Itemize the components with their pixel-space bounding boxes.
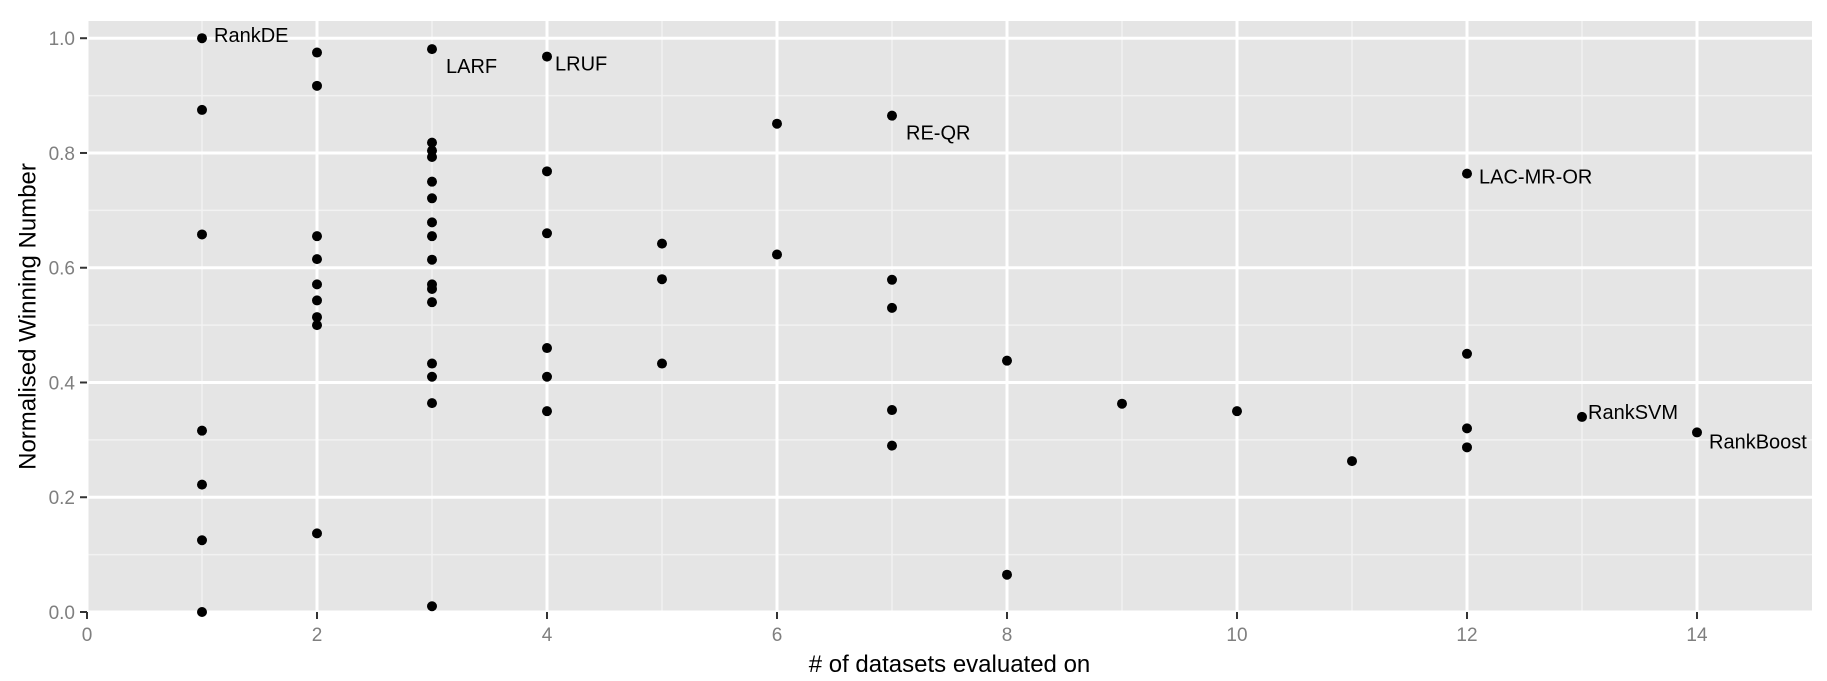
data-point — [427, 193, 437, 204]
x-axis-ticks: 0 2 4 6 8 10 12 14 — [82, 612, 1708, 646]
data-point — [427, 137, 437, 148]
data-point — [197, 104, 207, 115]
data-point — [427, 371, 437, 382]
data-point — [1462, 348, 1472, 359]
x-tick-label: 6 — [772, 625, 783, 646]
point-label: RankSVM — [1588, 402, 1678, 424]
point-label: LARF — [446, 56, 497, 78]
data-point — [427, 398, 437, 409]
data-point — [542, 343, 552, 354]
point-label: RE-QR — [906, 123, 970, 145]
data-point — [542, 371, 552, 382]
data-point — [772, 118, 782, 129]
data-point — [312, 279, 322, 290]
data-point — [312, 312, 322, 323]
point-label: RankBoost — [1709, 431, 1807, 453]
data-point — [427, 217, 437, 228]
data-point — [427, 176, 437, 187]
data-point — [312, 47, 322, 58]
data-point — [197, 425, 207, 436]
data-point — [312, 254, 322, 265]
y-tick-label: 0.0 — [49, 603, 75, 624]
x-tick-label: 0 — [82, 625, 93, 646]
data-point — [197, 607, 207, 617]
data-point — [887, 440, 897, 451]
data-point — [197, 229, 207, 240]
plot-panel — [87, 21, 1812, 612]
x-tick-label: 10 — [1226, 625, 1247, 646]
data-point — [312, 231, 322, 242]
y-tick-label: 1.0 — [49, 29, 75, 50]
data-point — [312, 295, 322, 306]
data-points — [197, 33, 1702, 617]
data-point — [427, 283, 437, 294]
data-point — [542, 406, 552, 417]
data-point — [887, 110, 897, 121]
data-point — [312, 528, 322, 539]
data-point — [312, 80, 322, 91]
data-point — [1347, 456, 1357, 467]
data-point — [427, 358, 437, 369]
y-tick-label: 0.8 — [49, 144, 75, 165]
data-point — [197, 479, 207, 490]
data-point — [197, 535, 207, 546]
data-point — [197, 33, 207, 44]
point-label: LRUF — [555, 54, 607, 76]
x-tick-label: 8 — [1002, 625, 1013, 646]
data-point — [657, 238, 667, 249]
data-point — [427, 151, 437, 162]
data-point — [427, 601, 437, 612]
data-point — [772, 249, 782, 260]
data-point — [427, 254, 437, 265]
data-point — [657, 274, 667, 285]
y-tick-label: 0.6 — [49, 259, 75, 280]
x-tick-label: 4 — [542, 625, 553, 646]
x-axis-title: # of datasets evaluated on — [809, 651, 1091, 678]
data-point — [1232, 406, 1242, 417]
y-axis-ticks: 0.0 0.2 0.4 0.6 0.8 1.0 — [49, 29, 87, 624]
data-point — [1577, 411, 1587, 422]
data-point — [1117, 398, 1127, 409]
data-point — [657, 358, 667, 369]
data-point — [1692, 427, 1702, 438]
x-tick-label: 14 — [1686, 625, 1708, 646]
data-point — [312, 320, 322, 331]
x-tick-label: 2 — [312, 625, 323, 646]
data-point — [1002, 355, 1012, 366]
data-point — [542, 166, 552, 177]
data-point — [887, 274, 897, 285]
data-point — [1002, 569, 1012, 580]
data-point — [887, 302, 897, 313]
point-label: RankDE — [214, 25, 288, 47]
point-labels: RankDE LARF LRUF RE-QR LAC-MR-OR RankSVM RankB… — [214, 25, 1807, 453]
data-point — [427, 297, 437, 308]
data-point — [427, 231, 437, 242]
data-point — [1462, 168, 1472, 179]
y-axis-title: Normalised Winning Number — [15, 163, 42, 470]
data-point — [887, 405, 897, 416]
minor-grid — [87, 21, 1812, 612]
y-tick-label: 0.2 — [49, 488, 75, 509]
data-point — [427, 44, 437, 55]
data-point — [1462, 442, 1472, 453]
x-tick-label: 12 — [1456, 625, 1477, 646]
data-point — [542, 51, 552, 62]
point-label: LAC-MR-OR — [1479, 167, 1592, 189]
data-point — [1462, 423, 1472, 434]
y-tick-label: 0.4 — [49, 373, 76, 394]
data-point — [542, 228, 552, 239]
